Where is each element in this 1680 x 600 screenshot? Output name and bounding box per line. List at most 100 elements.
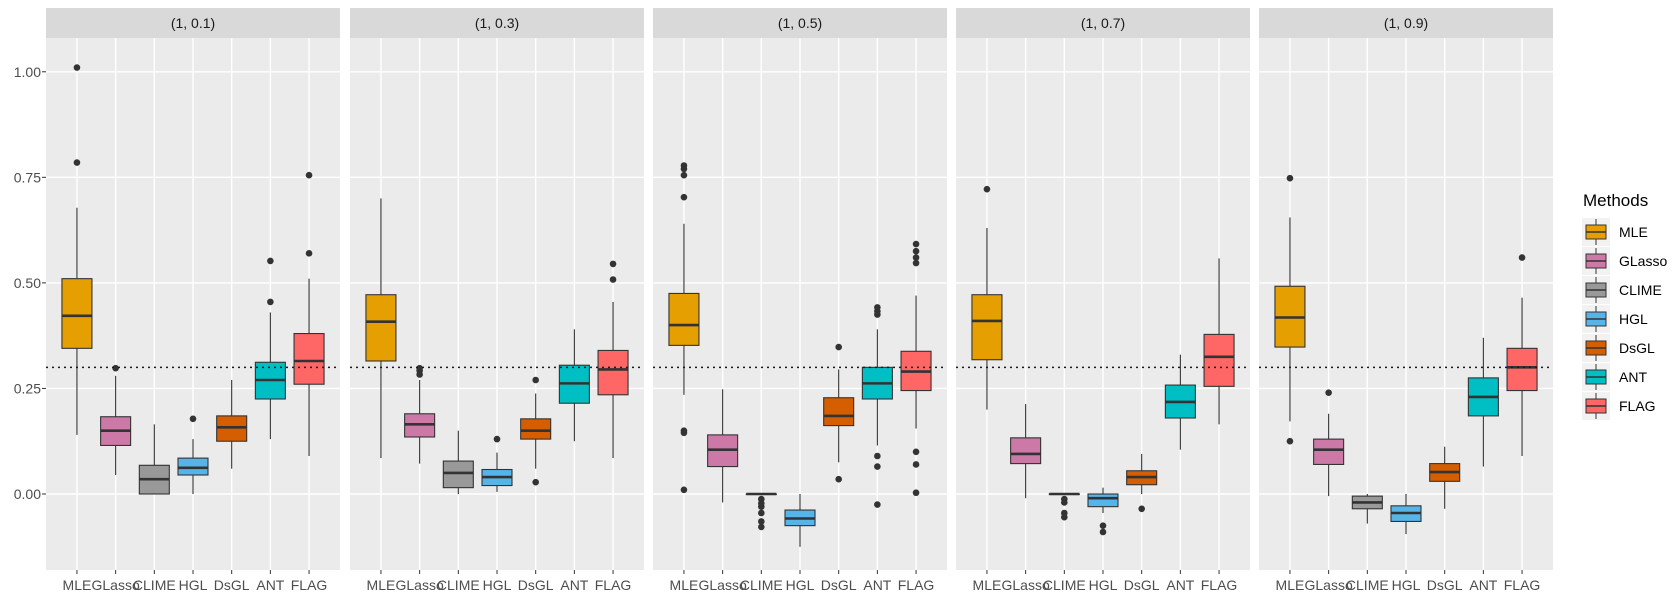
box-clime	[442, 430, 474, 494]
y-tick-label: 1.00	[14, 64, 41, 80]
facet-strip	[956, 8, 1250, 38]
x-tick-label: FLAG	[1504, 577, 1541, 593]
outlier-point	[758, 509, 765, 517]
outlier-point	[758, 518, 765, 525]
outlier-point	[609, 276, 617, 283]
box-hgl	[1390, 494, 1422, 535]
outlier-point	[680, 193, 688, 201]
box-flag	[597, 260, 629, 459]
outlier-point	[1099, 528, 1107, 536]
outlier-point	[267, 257, 274, 265]
box-body	[597, 349, 629, 396]
legend-item-mle: MLE	[1582, 218, 1648, 246]
x-tick-label: ANT	[863, 577, 891, 593]
box-dsgl	[1429, 446, 1461, 509]
box-body	[365, 294, 397, 362]
outlier-point	[912, 247, 920, 255]
legend-label: GLasso	[1619, 253, 1667, 269]
box-body	[61, 278, 93, 349]
legend-label: CLIME	[1619, 282, 1662, 298]
box-dsgl	[216, 380, 248, 469]
legend-item-hgl: HGL	[1582, 305, 1648, 333]
x-tick-label: GLasso	[699, 577, 747, 593]
box-body	[1010, 437, 1042, 465]
outlier-point	[1061, 513, 1068, 521]
box-body	[1087, 493, 1119, 508]
box-body	[442, 460, 474, 489]
x-tick-label: FLAG	[898, 577, 935, 593]
outlier-point	[983, 185, 991, 193]
outlier-point	[912, 254, 920, 261]
box-glasso	[404, 364, 436, 464]
box-ant	[1164, 354, 1196, 450]
facet-label: (1, 0.3)	[475, 15, 519, 31]
outlier-point	[1138, 505, 1145, 513]
legend-item-ant: ANT	[1582, 363, 1647, 391]
x-tick-label: CLIME	[437, 577, 480, 593]
facet-strip	[46, 8, 340, 38]
box-glasso	[1313, 389, 1345, 497]
box-clime	[1351, 494, 1383, 524]
box-clime	[1048, 492, 1080, 521]
box-glasso	[100, 364, 132, 475]
legend-label: MLE	[1619, 224, 1648, 240]
outlier-point	[912, 461, 920, 468]
box-clime	[138, 424, 170, 495]
outlier-point	[874, 463, 881, 470]
legend-item-dsgl: DsGL	[1582, 334, 1655, 362]
y-tick-label: 0.25	[14, 380, 41, 396]
outlier-point	[680, 429, 688, 437]
outlier-point	[112, 364, 119, 372]
outlier-point	[835, 475, 842, 483]
box-body	[1506, 347, 1538, 392]
x-tick-label: ANT	[256, 577, 284, 593]
x-tick-label: FLAG	[1201, 577, 1238, 593]
legend: Methods MLE GLasso CLIME HGL DsGL ANT FLAG	[1582, 191, 1667, 420]
outlier-point	[189, 415, 197, 423]
legend-title: Methods	[1583, 191, 1648, 210]
x-tick-label: DsGL	[1124, 577, 1160, 593]
outlier-point	[609, 260, 617, 268]
box-body	[1203, 333, 1235, 387]
box-dsgl	[520, 376, 552, 486]
x-tick-label: FLAG	[291, 577, 328, 593]
x-tick-label: FLAG	[595, 577, 632, 593]
outlier-point	[874, 452, 881, 460]
outlier-point	[912, 489, 920, 497]
x-tick-label: CLIME	[740, 577, 783, 593]
outlier-point	[532, 376, 539, 384]
x-tick-label: ANT	[560, 577, 588, 593]
outlier-point	[305, 171, 313, 179]
box-hgl	[784, 494, 816, 547]
box-body	[1313, 438, 1345, 465]
y-tick-label: 0.50	[14, 275, 41, 291]
legend-item-clime: CLIME	[1582, 276, 1662, 304]
outlier-point	[1325, 389, 1332, 396]
box-hgl	[177, 415, 209, 494]
x-tick-label: HGL	[786, 577, 815, 593]
box-flag	[1203, 258, 1235, 425]
y-tick-label: 0.75	[14, 169, 41, 185]
outlier-point	[1286, 437, 1294, 445]
x-tick-label: GLasso	[1305, 577, 1353, 593]
box-dsgl	[1126, 453, 1158, 513]
x-tick-label: HGL	[483, 577, 512, 593]
x-tick-label: HGL	[1089, 577, 1118, 593]
outlier-point	[267, 298, 274, 306]
outlier-point	[912, 448, 920, 456]
outlier-point	[680, 162, 688, 169]
outlier-point	[835, 343, 842, 351]
box-dsgl	[823, 343, 855, 483]
box-ant	[861, 304, 893, 508]
box-clime	[745, 492, 777, 531]
x-tick-label: GLasso	[1002, 577, 1050, 593]
box-ant	[558, 329, 590, 442]
box-flag	[293, 171, 325, 456]
x-tick-label: HGL	[1392, 577, 1421, 593]
facet-strip	[653, 8, 947, 38]
outlier-point	[758, 523, 765, 531]
box-ant	[254, 257, 286, 440]
outlier-point	[493, 435, 501, 443]
